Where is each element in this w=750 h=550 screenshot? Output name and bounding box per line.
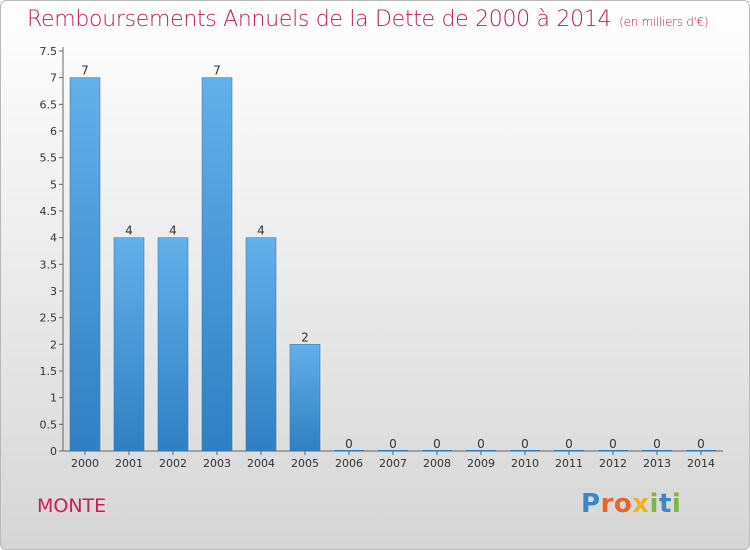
y-tick-label: 0.5 (40, 418, 58, 431)
bar (289, 344, 321, 452)
y-tick-label: 2 (50, 338, 57, 351)
data-label: 0 (653, 437, 661, 451)
data-label: 4 (125, 224, 133, 238)
x-tick-label: 2008 (423, 457, 451, 470)
y-tick-label: 1 (50, 392, 57, 405)
bar (510, 450, 540, 451)
x-tick-label: 2013 (643, 457, 671, 470)
x-tick-label: 2005 (291, 457, 319, 470)
data-label: 4 (257, 224, 265, 238)
bar (466, 450, 496, 451)
bar (686, 450, 716, 451)
x-tick-label: 2014 (687, 457, 715, 470)
y-tick-label: 2.5 (40, 312, 58, 325)
bar (157, 237, 189, 452)
x-tick-label: 2000 (71, 457, 99, 470)
y-tick-label: 1.5 (40, 365, 58, 378)
data-label: 7 (213, 64, 221, 78)
bars: 7 4 4 7 4 2 0 0 0 0 0 0 0 0 0 (69, 64, 716, 452)
y-tick-label: 5.5 (40, 152, 58, 165)
y-tick-label: 3 (50, 285, 57, 298)
x-tick-label: 2012 (599, 457, 627, 470)
data-label: 0 (433, 437, 441, 451)
bar (69, 77, 101, 452)
chart-title: Remboursements Annuels de la Dette de 20… (27, 7, 709, 32)
data-label: 2 (301, 330, 309, 344)
data-label: 0 (521, 437, 529, 451)
bar (422, 450, 452, 451)
bar (113, 237, 145, 452)
bar (598, 450, 628, 451)
x-tick-label: 2009 (467, 457, 495, 470)
x-tick-label: 2002 (159, 457, 187, 470)
data-label: 0 (345, 437, 353, 451)
y-tick-label: 4.5 (40, 205, 58, 218)
data-label: 0 (609, 437, 617, 451)
y-tick-label: 7.5 (40, 45, 58, 58)
bar (201, 77, 233, 452)
y-tick-label: 7 (50, 72, 57, 85)
x-tick-label: 2004 (247, 457, 275, 470)
brand-logo: Proxiti (581, 489, 682, 519)
x-tick-label: 2006 (335, 457, 363, 470)
title-text: Remboursements Annuels de la Dette de 20… (27, 7, 612, 32)
data-label: 0 (697, 437, 705, 451)
bar (334, 450, 364, 451)
bar (245, 237, 277, 452)
data-label: 4 (169, 224, 177, 238)
x-tick-label: 2007 (379, 457, 407, 470)
bar (554, 450, 584, 451)
x-tick-label: 2003 (203, 457, 231, 470)
data-label: 0 (565, 437, 573, 451)
x-tick-label: 2001 (115, 457, 143, 470)
title-unit: (en milliers d'€) (619, 15, 709, 29)
x-tick-label: 2010 (511, 457, 539, 470)
bar (642, 450, 672, 451)
y-tick-label: 0 (50, 445, 57, 458)
y-tick-label: 4 (50, 232, 57, 245)
y-tick-label: 6.5 (40, 98, 58, 111)
location-name: MONTE (37, 495, 107, 517)
x-tick-label: 2011 (555, 457, 583, 470)
data-label: 0 (477, 437, 485, 451)
data-label: 7 (81, 64, 89, 78)
y-tick-label: 3.5 (40, 258, 58, 271)
y-tick-label: 5 (50, 178, 57, 191)
y-tick-label: 6 (50, 125, 57, 138)
bar (378, 450, 408, 451)
data-label: 0 (389, 437, 397, 451)
